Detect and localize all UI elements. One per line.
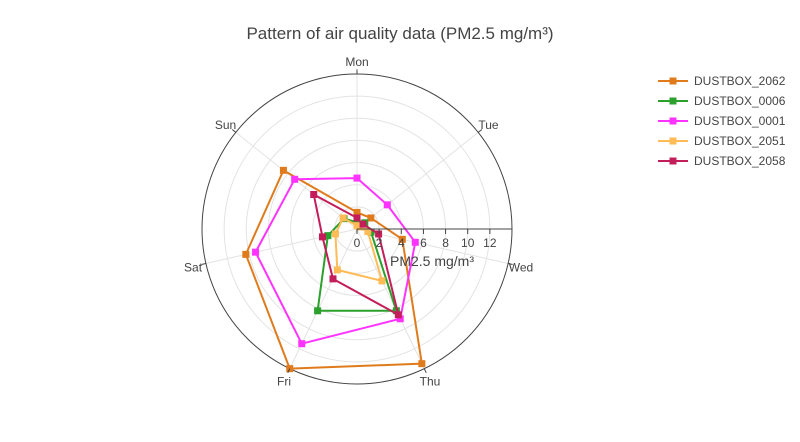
chart-title: Pattern of air quality data (PM2.5 mg/m³… (246, 24, 553, 43)
data-point (291, 175, 299, 183)
data-point (411, 238, 419, 246)
series-group (331, 214, 386, 285)
data-point (329, 275, 337, 283)
radial-axis-title: PM2.5 mg/m³ (390, 253, 474, 269)
legend-label: DUSTBOX_2051 (694, 134, 786, 148)
data-point (367, 214, 375, 222)
data-point (418, 360, 426, 368)
data-point (394, 311, 402, 319)
legend-swatch-marker (669, 97, 677, 105)
data-point (375, 230, 383, 238)
category-tick (201, 263, 206, 266)
series-line (254, 177, 417, 345)
legend-label: DUSTBOX_0006 (694, 94, 786, 108)
radial-tick-label: 6 (420, 236, 427, 250)
category-label: Wed (509, 260, 533, 274)
data-point (298, 340, 306, 348)
data-point (396, 315, 404, 323)
data-point (383, 201, 391, 209)
radial-tick-label: 2 (376, 236, 383, 250)
legend-label: DUSTBOX_2058 (694, 154, 786, 168)
spoke-line (356, 228, 509, 264)
legend-item[interactable]: DUSTBOX_0006 (658, 94, 786, 108)
legend-item[interactable]: DUSTBOX_2058 (658, 154, 786, 168)
angular-axis-labels: Mon Tue Wed Thu Fri Sat Sun (184, 55, 533, 389)
data-point (353, 214, 361, 222)
spoke-line (356, 228, 425, 369)
legend-label: DUSTBOX_0001 (694, 114, 786, 128)
legend: DUSTBOX_2062 DUSTBOX_0006 DUSTBOX_0001 DUST… (658, 74, 786, 168)
series-layer (242, 166, 426, 373)
legend-label: DUSTBOX_2062 (694, 74, 786, 88)
data-point (353, 174, 361, 182)
legend-swatch-marker (669, 77, 677, 85)
data-point (353, 208, 361, 216)
radial-tick-label: 0 (354, 236, 361, 250)
data-point (364, 227, 372, 235)
series-line (244, 169, 423, 370)
category-label: Tue (478, 118, 499, 132)
data-point (279, 166, 287, 174)
category-tick (477, 129, 483, 133)
legend-swatch-marker (669, 117, 677, 125)
data-point (310, 190, 318, 198)
category-tick (287, 368, 291, 374)
category-label: Mon (345, 55, 368, 69)
radial-tick-label: 4 (398, 236, 405, 250)
data-point (252, 248, 260, 256)
data-point (339, 214, 347, 222)
data-point (318, 233, 326, 241)
category-label: Sat (184, 260, 203, 274)
radial-tick-label: 8 (442, 236, 449, 250)
radial-tick-label: 10 (461, 236, 475, 250)
series-group (252, 174, 419, 348)
spoke-line (356, 131, 479, 230)
legend-item[interactable]: DUSTBOX_0001 (658, 114, 786, 128)
data-point (314, 307, 322, 315)
data-point (333, 266, 341, 274)
data-point (378, 277, 386, 285)
data-point (324, 232, 332, 240)
legend-swatch-marker (669, 137, 677, 145)
data-point (331, 230, 339, 238)
data-point (398, 235, 406, 243)
legend-item[interactable]: DUSTBOX_2062 (658, 74, 786, 88)
legend-item[interactable]: DUSTBOX_2051 (658, 134, 786, 148)
series-group (310, 190, 402, 319)
category-tick (508, 263, 513, 266)
radial-axis: 0 2 4 6 8 10 12 (354, 228, 512, 250)
legend-swatch-marker (669, 157, 677, 165)
spoke-line (289, 228, 358, 369)
category-label: Sun (215, 118, 236, 132)
category-tick (423, 368, 427, 374)
radial-tick-label: 12 (483, 236, 497, 250)
category-label: Fri (277, 375, 291, 389)
data-point (359, 220, 367, 228)
data-point (242, 250, 250, 258)
spoke-line (205, 228, 358, 264)
category-label: Thu (420, 375, 441, 389)
category-tick (231, 129, 237, 133)
